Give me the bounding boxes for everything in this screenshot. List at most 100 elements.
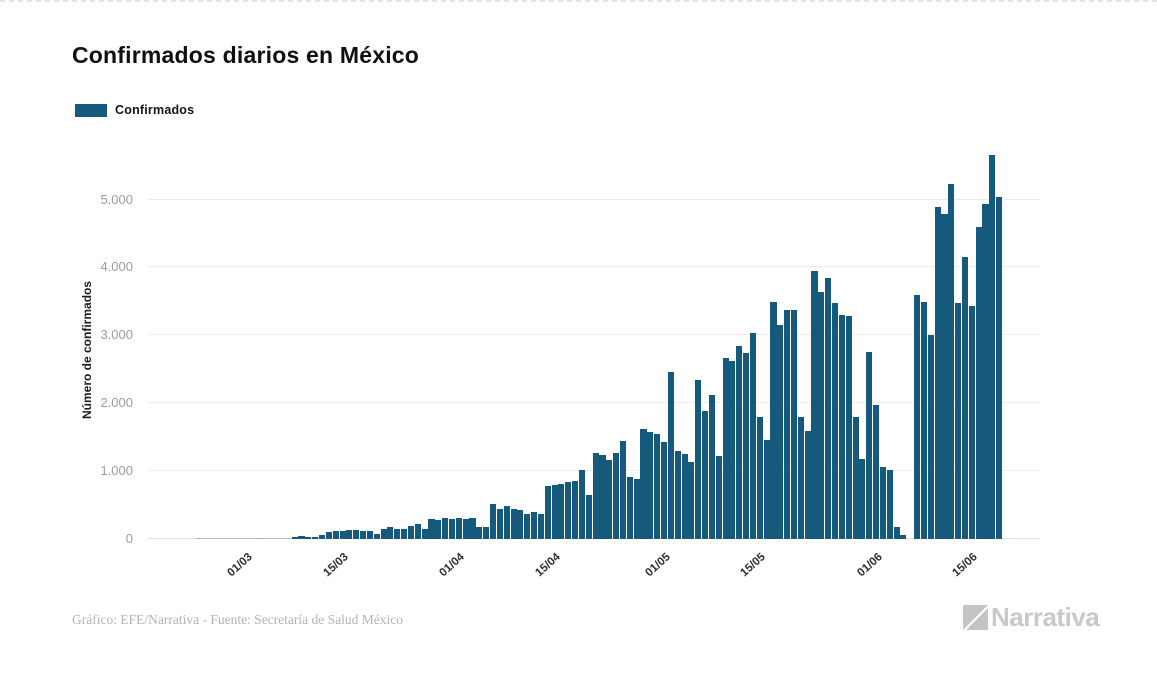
bar-26/02 [216, 538, 223, 539]
bar-08/05 [708, 395, 715, 539]
bar-01/04 [455, 518, 462, 539]
bar-27/05 [838, 314, 845, 539]
top-border-artifact [0, 0, 1157, 2]
bar-05/04 [483, 527, 490, 539]
bar-14/03 [332, 531, 339, 539]
bar-27/02 [223, 538, 230, 539]
bar-16/03 [346, 529, 353, 539]
bar-26/04 [626, 476, 633, 539]
bar-21/04 [592, 452, 599, 539]
bar-23/04 [606, 460, 613, 539]
bar-25/02 [209, 538, 216, 539]
bar-27/04 [633, 479, 640, 539]
bar-10/03 [305, 536, 312, 539]
bar-28/05 [845, 315, 852, 539]
bar-18/06 [989, 154, 996, 539]
bar-07/05 [702, 411, 709, 539]
bar-15/03 [339, 530, 346, 539]
bar-04/03 [264, 538, 271, 539]
bar-09/06 [927, 335, 934, 539]
bar-12/03 [319, 534, 326, 539]
bar-10/05 [722, 357, 729, 539]
bar-10/04 [517, 509, 524, 539]
bar-28/03 [428, 518, 435, 539]
bar-29/02 [236, 538, 243, 539]
bar-03/04 [469, 517, 476, 539]
bar-09/03 [298, 535, 305, 539]
bar-28/04 [640, 429, 647, 539]
bar-07/06 [914, 295, 921, 539]
bar-17/06 [982, 204, 989, 539]
y-tick-label: 5.000 [100, 191, 133, 207]
y-tick-label: 3.000 [100, 327, 133, 343]
bar-23/05 [811, 270, 818, 539]
bar-24/04 [613, 452, 620, 539]
gridline-y-5000 [148, 198, 1040, 200]
bar-20/03 [373, 533, 380, 539]
bar-12/04 [531, 511, 538, 539]
chart-title: Confirmados diarios en México [72, 42, 420, 68]
bar-13/03 [325, 532, 332, 539]
bar-10/06 [934, 207, 941, 539]
bar-29/05 [852, 416, 859, 539]
bar-11/05 [729, 360, 736, 539]
bar-25/04 [619, 440, 627, 539]
bar-11/06 [941, 213, 948, 539]
bar-13/06 [955, 303, 962, 539]
y-tick-label: 0 [125, 531, 133, 546]
legend-swatch-icon [75, 103, 107, 117]
bar-30/05 [859, 458, 866, 539]
bar-02/03 [250, 538, 257, 539]
bar-05/03 [271, 537, 278, 539]
bar-24/03 [401, 528, 408, 539]
bar-08/03 [291, 537, 298, 539]
bar-31/03 [448, 518, 456, 539]
bar-19/04 [578, 469, 585, 539]
x-tick-label-15-06: 15/06 [950, 551, 981, 580]
source-credit: Gráfico: EFE/Narrativa - Fuente: Secreta… [72, 612, 404, 627]
bar-13/04 [537, 513, 544, 539]
bar-19/03 [366, 531, 373, 539]
bar-16/06 [975, 226, 982, 539]
x-tick-label-01-06: 01/06 [855, 551, 885, 580]
bar-01/03 [243, 538, 250, 539]
bar-22/05 [804, 431, 811, 539]
bar-06/04 [490, 503, 497, 539]
x-tick-label-01-05: 01/05 [643, 551, 673, 580]
narrativa-wordmark: Narrativa [991, 602, 1100, 632]
bar-05/06 [900, 535, 907, 539]
bar-12/05 [736, 345, 743, 539]
bar-17/05 [770, 302, 777, 539]
bar-15/05 [756, 416, 763, 539]
bar-04/04 [476, 526, 483, 539]
bar-01/06 [873, 404, 880, 539]
bar-11/03 [312, 536, 319, 539]
bar-26/03 [414, 523, 421, 539]
gridline-y-3000 [148, 334, 1040, 336]
bar-02/06 [879, 466, 886, 539]
bar-24/05 [818, 291, 825, 539]
bar-23/02 [195, 538, 202, 539]
bar-11/04 [524, 513, 531, 539]
bar-06/05 [695, 380, 702, 539]
bar-18/03 [360, 531, 367, 539]
bar-06/03 [277, 537, 285, 539]
bar-09/05 [715, 455, 722, 539]
bar-03/03 [257, 538, 264, 539]
gridline-y-2000 [148, 402, 1040, 404]
legend-label: Confirmados [115, 103, 195, 117]
bar-07/03 [284, 537, 291, 539]
bar-23/03 [394, 528, 401, 539]
y-tick-label: 2.000 [100, 395, 133, 411]
bar-02/05 [667, 372, 674, 539]
x-tick-label-15-05: 15/05 [738, 551, 769, 580]
bar-18/04 [572, 480, 579, 539]
bar-08/04 [503, 506, 510, 539]
bar-20/04 [585, 494, 592, 539]
bar-29/03 [435, 520, 442, 539]
narrativa-n-icon [963, 605, 988, 630]
bar-30/03 [442, 517, 449, 539]
bar-09/04 [510, 508, 517, 539]
bar-12/06 [948, 184, 955, 539]
